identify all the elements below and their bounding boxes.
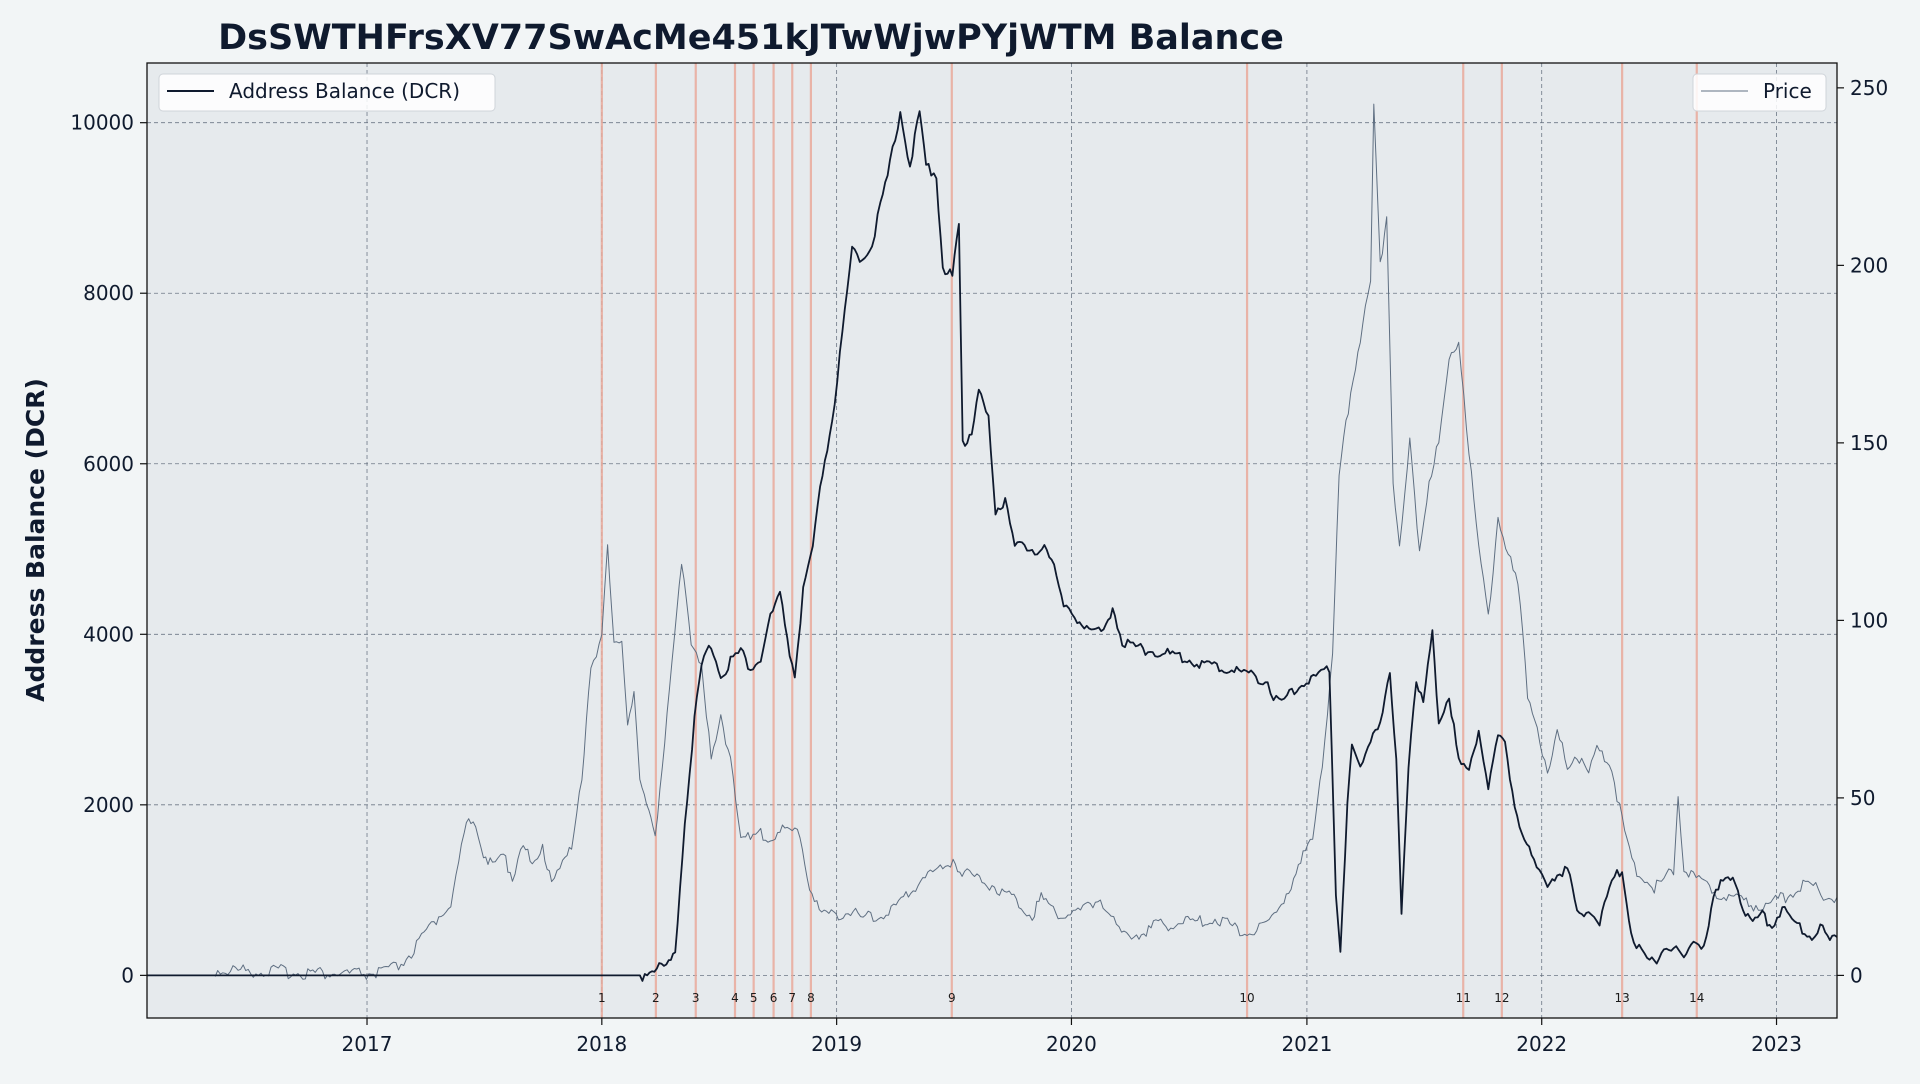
legend-price: Price bbox=[1692, 73, 1827, 112]
plot-area bbox=[147, 63, 1837, 1018]
y-tick-label: 6000 bbox=[83, 452, 134, 476]
y-tick-label: 2000 bbox=[83, 793, 134, 817]
x-tick-label: 2017 bbox=[342, 1032, 393, 1056]
price-line bbox=[214, 103, 1838, 980]
event-label: 7 bbox=[788, 991, 796, 1005]
event-markers: 1 2 3 4 5 6 7 8 9 10 11 12 13 14 bbox=[598, 63, 1704, 1018]
y2-tick-label: 0 bbox=[1850, 963, 1863, 987]
x-tick-label: 2022 bbox=[1516, 1032, 1567, 1056]
x-tick-label: 2021 bbox=[1281, 1032, 1332, 1056]
chart-title: DsSWTHFrsXV77SwAcMe451kJTwWjwPYjWTM Bala… bbox=[218, 18, 1284, 58]
plot-frame bbox=[146, 62, 1838, 1019]
event-label: 4 bbox=[731, 991, 739, 1005]
axis-ticks: 2017 2018 2019 2020 2021 2022 2023020004000600… bbox=[70, 76, 1888, 1056]
balance-series bbox=[147, 110, 1838, 982]
event-label: 3 bbox=[692, 991, 700, 1005]
event-label: 1 bbox=[598, 991, 606, 1005]
x-tick-label: 2019 bbox=[811, 1032, 862, 1056]
event-label: 10 bbox=[1239, 991, 1254, 1005]
event-label: 9 bbox=[948, 991, 956, 1005]
event-label: 13 bbox=[1614, 991, 1629, 1005]
x-tick-label: 2023 bbox=[1751, 1032, 1802, 1056]
legend-box-balance bbox=[158, 73, 496, 112]
y-tick-label: 4000 bbox=[83, 622, 134, 646]
event-label: 12 bbox=[1494, 991, 1509, 1005]
event-label: 6 bbox=[770, 991, 778, 1005]
y-axis-label: Address Balance (DCR) bbox=[21, 378, 50, 702]
price-series bbox=[214, 103, 1838, 980]
legend-box-price bbox=[1692, 73, 1827, 112]
event-label: 2 bbox=[652, 991, 660, 1005]
event-label: 11 bbox=[1456, 991, 1471, 1005]
y2-tick-label: 200 bbox=[1850, 253, 1888, 277]
event-label: 8 bbox=[807, 991, 815, 1005]
y-tick-label: 10000 bbox=[70, 111, 134, 135]
y2-tick-label: 50 bbox=[1850, 786, 1875, 810]
legend-balance: Address Balance (DCR) bbox=[158, 73, 496, 112]
balance-line bbox=[147, 110, 1838, 982]
y2-tick-label: 250 bbox=[1850, 76, 1888, 100]
x-tick-label: 2020 bbox=[1046, 1032, 1097, 1056]
y2-tick-label: 100 bbox=[1850, 608, 1888, 632]
legend-label-price: Price bbox=[1763, 79, 1812, 103]
y2-tick-label: 150 bbox=[1850, 431, 1888, 455]
event-label: 5 bbox=[750, 991, 758, 1005]
y-tick-label: 8000 bbox=[83, 281, 134, 305]
legend-label-balance: Address Balance (DCR) bbox=[229, 79, 460, 103]
x-tick-label: 2018 bbox=[576, 1032, 627, 1056]
y-tick-label: 0 bbox=[121, 963, 134, 987]
event-label: 14 bbox=[1689, 991, 1704, 1005]
